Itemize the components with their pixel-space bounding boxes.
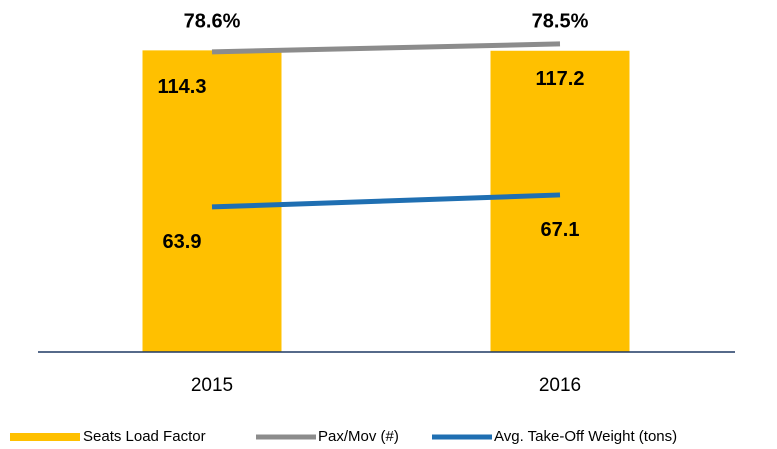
data-label: 78.6%	[184, 10, 241, 32]
data-label: 114.3	[158, 76, 207, 98]
x-tick-label: 2015	[191, 375, 233, 396]
data-label: 117.2	[536, 68, 585, 90]
data-label: 67.1	[541, 219, 580, 241]
legend-label: Seats Load Factor	[83, 428, 206, 445]
legend-label: Avg. Take-Off Weight (tons)	[494, 428, 677, 445]
data-label: 78.5%	[532, 10, 589, 32]
data-label: 63.9	[163, 231, 202, 253]
legend-swatch	[10, 433, 80, 441]
bar	[490, 50, 630, 352]
line	[211, 192, 561, 210]
bar	[142, 50, 282, 353]
legend-label: Pax/Mov (#)	[318, 428, 399, 445]
line	[211, 41, 561, 55]
x-tick-label: 2016	[539, 375, 581, 396]
